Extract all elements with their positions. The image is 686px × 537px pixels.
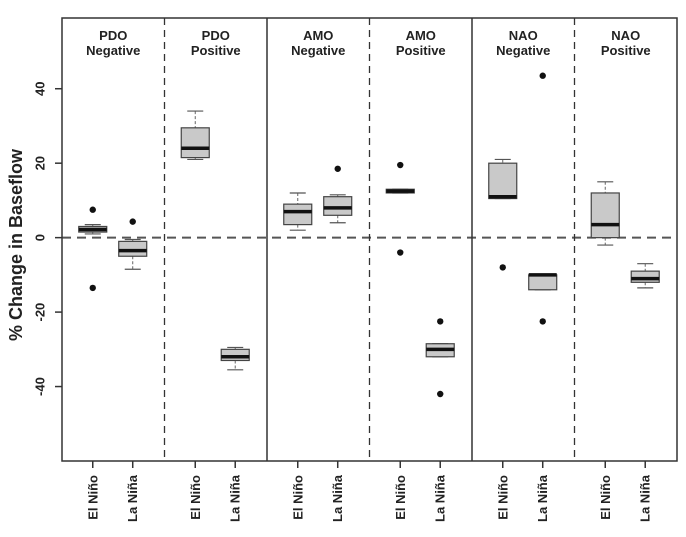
outlier-point xyxy=(334,165,341,172)
panel-label-subtitle: Negative xyxy=(496,43,550,58)
category-label: La Niña xyxy=(330,474,345,522)
panel-label-title: AMO xyxy=(303,28,333,43)
outlier-point xyxy=(397,161,404,169)
panel-label-title: PDO xyxy=(202,28,230,43)
box-iqr xyxy=(283,203,313,226)
y-tick-label: 20 xyxy=(33,156,48,170)
box-iqr xyxy=(590,192,620,239)
panel-label-subtitle: Positive xyxy=(601,43,651,58)
box-4-1 xyxy=(528,72,558,325)
outlier-point xyxy=(89,206,96,213)
box-1-0 xyxy=(180,110,210,161)
box-iqr xyxy=(488,162,518,200)
y-tick-label: 0 xyxy=(33,234,48,241)
outlier-point xyxy=(437,318,444,325)
box-iqr xyxy=(220,348,250,362)
outlier-point xyxy=(499,264,506,271)
box-iqr xyxy=(180,127,210,159)
outlier-point xyxy=(539,72,546,79)
outlier-point xyxy=(89,284,96,292)
box-iqr xyxy=(630,270,660,283)
panel-label-title: NAO xyxy=(611,28,640,43)
category-label: La Niña xyxy=(228,474,243,522)
category-label: El Niño xyxy=(393,475,408,520)
outlier-point xyxy=(129,218,136,225)
panel-label-subtitle: Negative xyxy=(86,43,140,58)
box-5-1 xyxy=(630,263,660,289)
category-label: El Niño xyxy=(85,475,100,520)
y-tick-label: -40 xyxy=(33,377,48,396)
category-label: La Niña xyxy=(125,474,140,522)
outlier-point xyxy=(437,390,444,398)
category-label: La Niña xyxy=(638,474,653,522)
category-label: El Niño xyxy=(598,475,613,520)
box-2-0 xyxy=(283,192,313,231)
category-label: El Niño xyxy=(290,475,305,520)
box-5-0 xyxy=(590,181,620,246)
box-4-0 xyxy=(488,158,518,271)
y-tick-label: -20 xyxy=(33,303,48,322)
box-3-0 xyxy=(385,161,415,256)
box-3-1 xyxy=(425,318,455,398)
box-0-0 xyxy=(78,206,108,292)
category-label: La Niña xyxy=(433,474,448,522)
box-2-1 xyxy=(323,165,353,224)
panel-label-subtitle: Positive xyxy=(191,43,241,58)
y-tick-label: 40 xyxy=(33,81,48,95)
panel-label-subtitle: Negative xyxy=(291,43,345,58)
category-label: El Niño xyxy=(495,475,510,520)
box-iqr xyxy=(118,240,148,257)
outlier-point xyxy=(397,249,404,256)
y-axis-title: % Change in Baseflow xyxy=(6,148,26,341)
panel-label-title: PDO xyxy=(99,28,127,43)
category-label: El Niño xyxy=(188,475,203,520)
box-iqr xyxy=(528,274,558,291)
category-label: La Niña xyxy=(535,474,550,522)
outlier-point xyxy=(539,318,546,325)
box-iqr xyxy=(323,196,353,216)
panel-label-subtitle: Positive xyxy=(396,43,446,58)
panel-label-title: AMO xyxy=(406,28,436,43)
box-0-1 xyxy=(118,218,148,270)
box-1-1 xyxy=(220,346,250,371)
panel-label-title: NAO xyxy=(509,28,538,43)
